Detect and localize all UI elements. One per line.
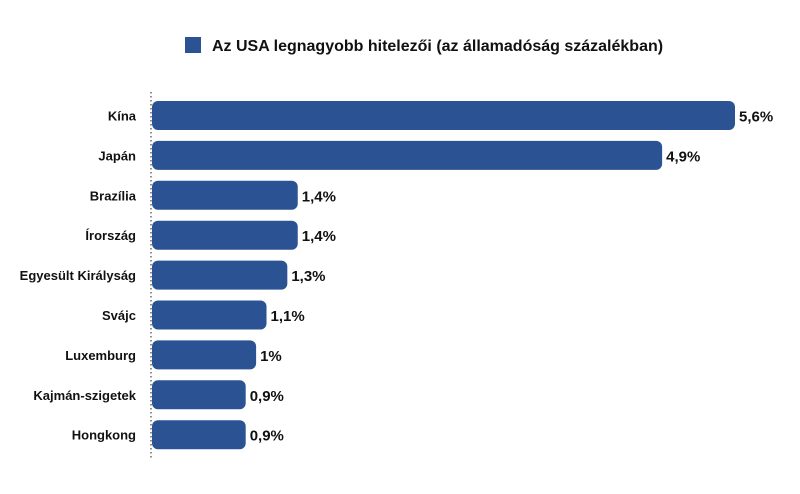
value-label: 0,9% — [250, 428, 284, 445]
category-label: Luxemburg — [65, 348, 136, 363]
value-label: 1,3% — [291, 268, 325, 285]
value-label: 0,9% — [250, 388, 284, 405]
value-label: 1,4% — [302, 188, 336, 205]
legend-label: Az USA legnagyobb hitelezői (az államadó… — [212, 38, 663, 55]
category-label: Kína — [108, 109, 137, 124]
value-label: 1% — [260, 348, 282, 365]
value-label: 1,1% — [271, 308, 305, 325]
value-label: 4,9% — [666, 148, 700, 165]
bar — [152, 101, 735, 130]
value-labels: 5,6% 4,9% 1,4% 1,4% 1,3% 1,1% 1% 0,9% 0,9% — [250, 109, 774, 445]
bar — [152, 300, 267, 330]
bar — [152, 380, 246, 410]
bar — [152, 340, 257, 370]
legend-swatch — [185, 37, 201, 53]
bar — [152, 140, 663, 170]
category-label: Japán — [98, 148, 136, 163]
bar — [152, 260, 288, 290]
category-label: Írország — [85, 228, 136, 243]
category-label: Kajmán-szigetek — [33, 388, 136, 403]
category-label: Svájc — [102, 308, 136, 323]
bar — [152, 420, 246, 450]
category-label: Egyesült Királyság — [20, 268, 136, 283]
value-label: 5,6% — [739, 109, 773, 126]
bar — [152, 220, 298, 250]
category-label: Brazília — [90, 188, 137, 203]
category-label: Hongkong — [72, 428, 136, 443]
value-label: 1,4% — [302, 228, 336, 245]
category-labels: Kína Japán Brazília Írország Egyesült Király… — [20, 109, 137, 443]
bar — [152, 180, 298, 210]
legend: Az USA legnagyobb hitelezői (az államadó… — [185, 37, 663, 55]
bars-group — [152, 101, 735, 450]
